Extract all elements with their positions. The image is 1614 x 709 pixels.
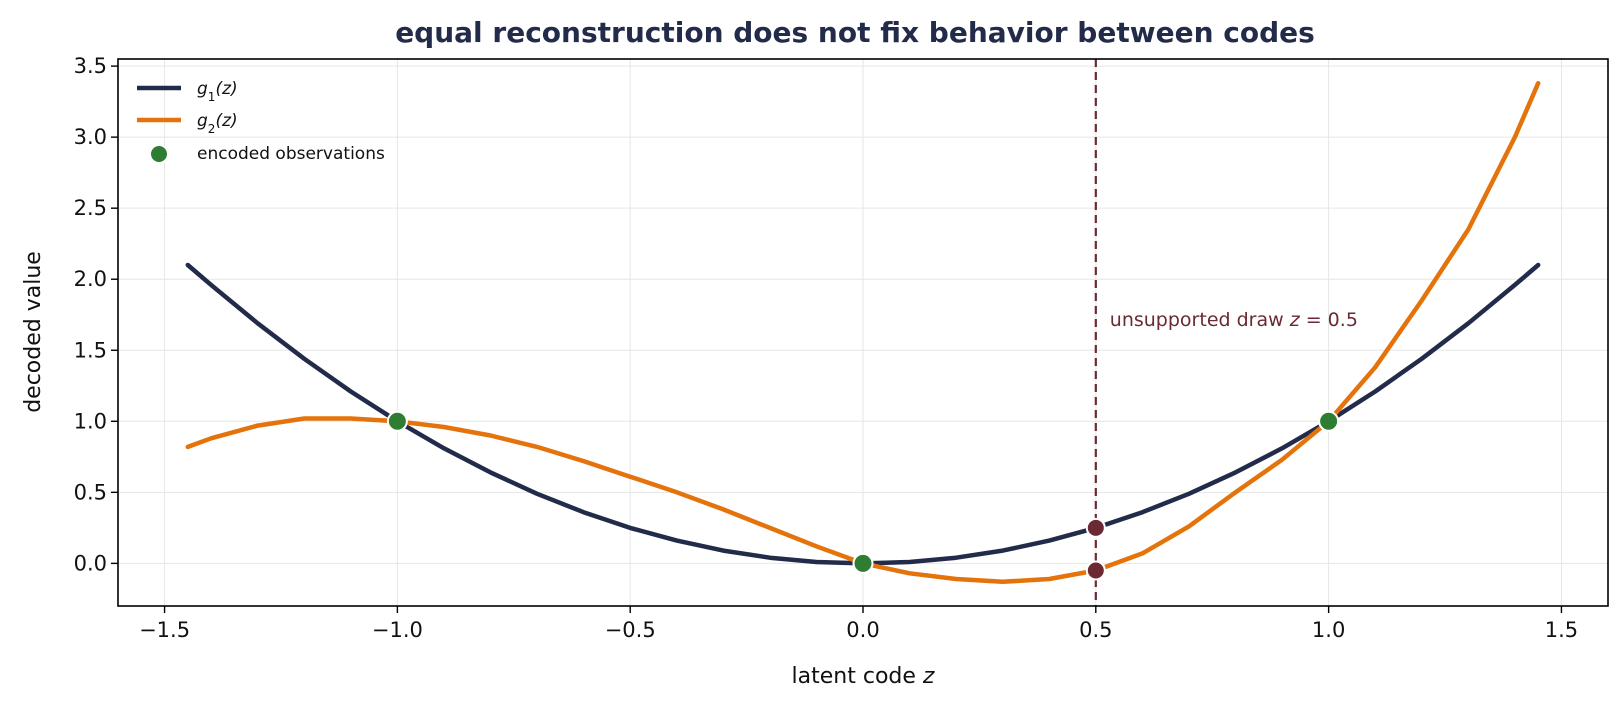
legend: g1(z) g2(z) encoded observations (137, 79, 385, 164)
unsupported-draw-annotation: unsupported draw z = 0.5 (1110, 309, 1358, 331)
x-tick-label: 1.0 (1312, 618, 1345, 642)
y-tick-label: 1.5 (74, 338, 107, 362)
y-tick-label: 0.5 (74, 480, 107, 504)
x-axis-label: latent code z (792, 664, 935, 689)
x-tick-label: −1.5 (139, 618, 190, 642)
y-tick-label: 1.0 (74, 409, 107, 433)
unsupported-draw-point (1085, 560, 1106, 581)
y-tick-label: 2.0 (74, 267, 107, 291)
legend-label-g1: g1(z) (197, 79, 238, 104)
plot-area (185, 59, 1541, 606)
x-tick-label: −1.0 (372, 618, 423, 642)
y-axis: 0.0 0.5 1.0 1.5 2.0 2.5 3.0 3.5 (74, 54, 118, 575)
legend-swatch-observations (149, 144, 169, 164)
x-tick-label: 0.5 (1079, 618, 1112, 642)
x-tick-label: 0.0 (846, 618, 879, 642)
x-axis: −1.5 −1.0 −0.5 0.0 0.5 1.0 1.5 (139, 606, 1578, 642)
observation-point (1318, 410, 1340, 432)
x-tick-label: 1.5 (1545, 618, 1578, 642)
y-tick-label: 3.0 (74, 125, 107, 149)
observation-point (386, 410, 408, 432)
x-tick-label: −0.5 (605, 618, 656, 642)
legend-label-g2: g2(z) (197, 111, 238, 136)
observation-point (852, 552, 874, 574)
y-tick-label: 2.5 (74, 196, 107, 220)
unsupported-draw-point (1085, 517, 1106, 538)
chart-title: equal reconstruction does not fix behavi… (395, 16, 1315, 49)
y-axis-label: decoded value (21, 251, 46, 413)
y-tick-label: 3.5 (74, 54, 107, 78)
grid (118, 59, 1608, 606)
legend-label-observations: encoded observations (197, 144, 385, 164)
y-tick-label: 0.0 (74, 551, 107, 575)
